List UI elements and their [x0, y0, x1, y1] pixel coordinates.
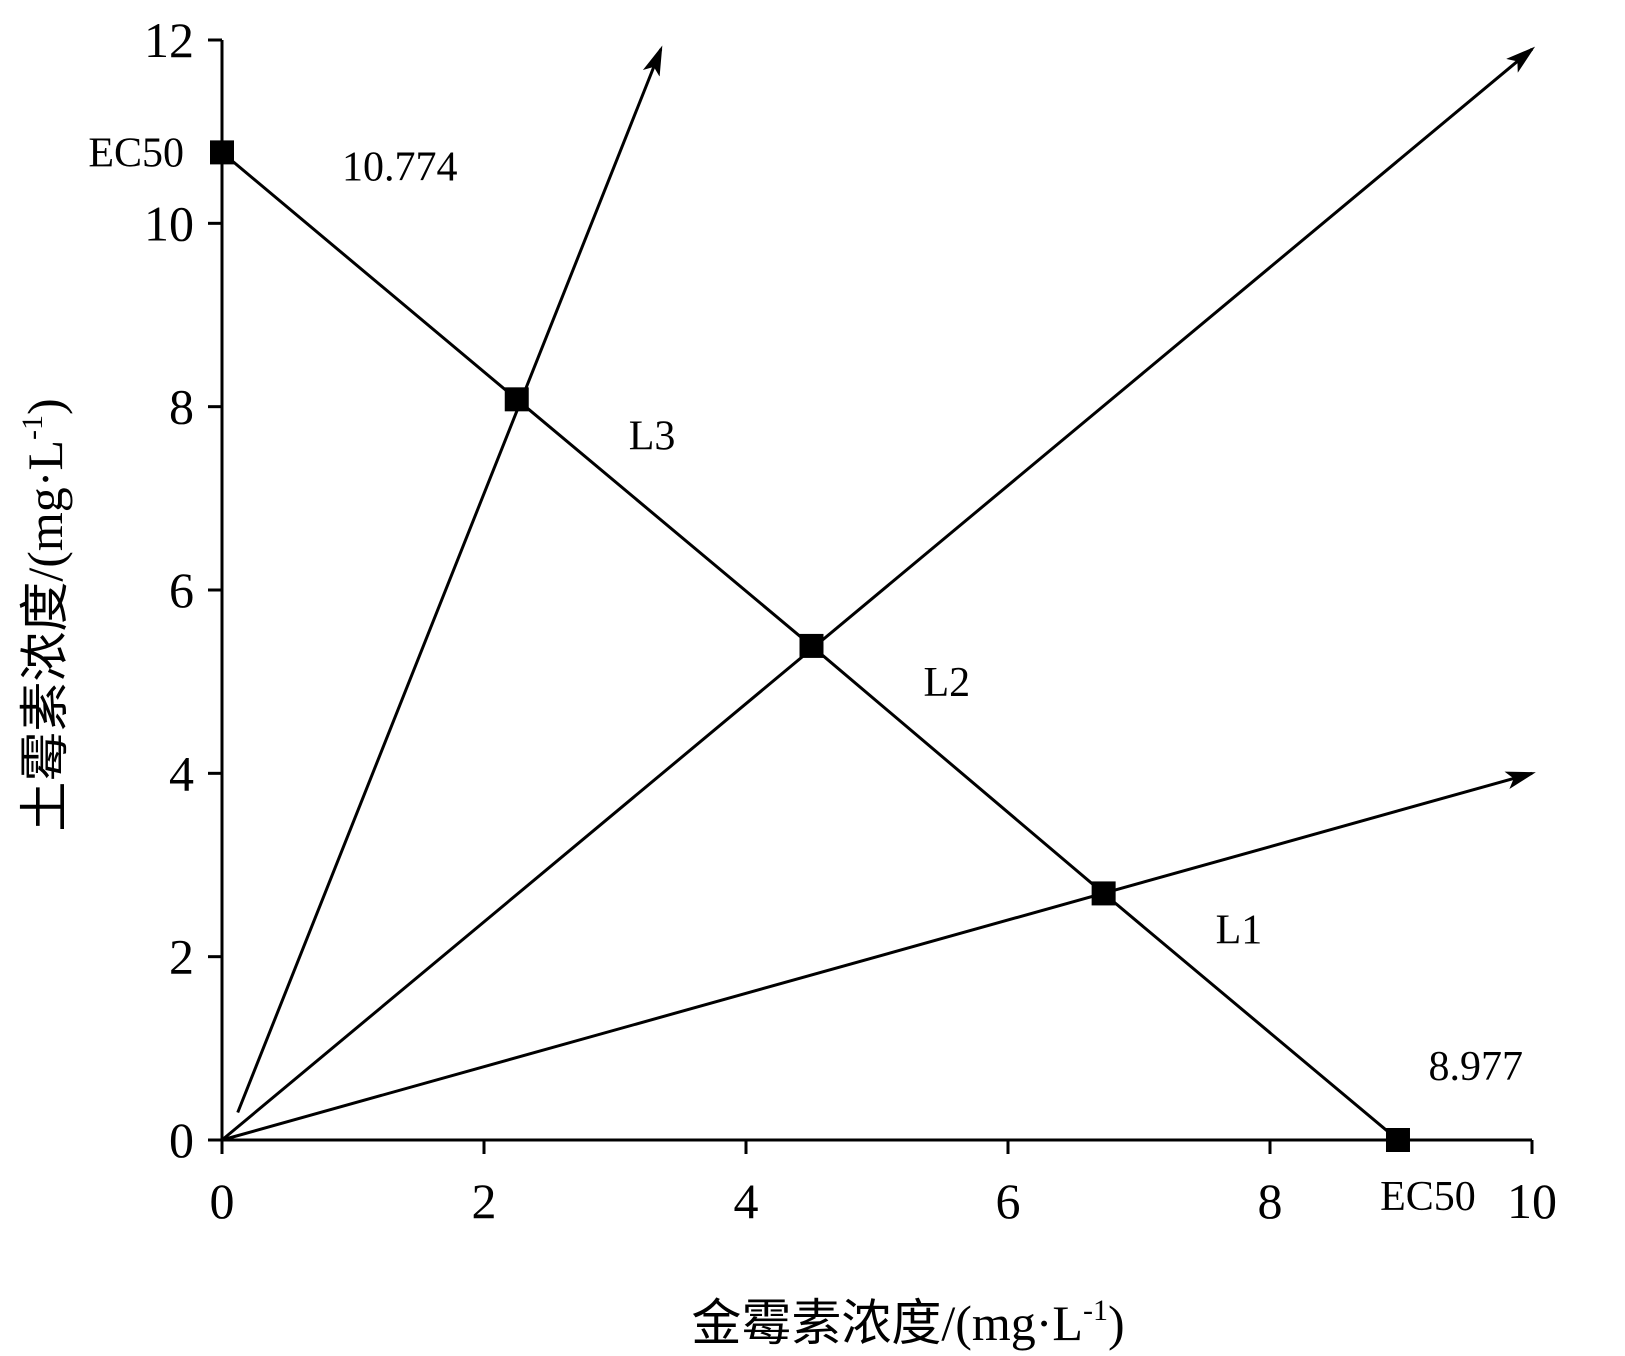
isobole-markers: [210, 140, 1410, 1152]
y-axis-title-text: 土霉素浓度/(mg·L: [17, 440, 73, 832]
isobole-marker: [799, 633, 824, 658]
ray-label-l3: L3: [629, 413, 676, 459]
ec50-label-x: EC50: [1380, 1174, 1476, 1220]
y-axis-title-close: ): [17, 398, 73, 415]
x-tick-label: 6: [996, 1173, 1021, 1229]
ray-l3: [236, 45, 663, 1114]
x-axis-title: 金霉素浓度/(mg·L-1): [691, 1294, 1124, 1351]
x-tick-label: 0: [210, 1173, 235, 1229]
ec50-value-y: 10.774: [342, 144, 458, 190]
y-tick-label: 8: [169, 379, 194, 435]
y-axis-title-sup: -1: [16, 415, 49, 440]
x-axis-title-close: ): [1108, 1295, 1125, 1351]
x-tick-label: 10: [1507, 1173, 1557, 1229]
y-tick-label: 2: [169, 929, 194, 985]
y-axis-ticks: 0 2 4 6 8 10 12: [144, 12, 222, 1168]
y-tick-label: 4: [169, 745, 194, 801]
x-axis-ticks: 0 2 4 6 8 10: [210, 1140, 1557, 1229]
x-tick-label: 8: [1258, 1173, 1283, 1229]
ray-lines: [221, 45, 1536, 1142]
ec50-value-x: 8.977: [1428, 1044, 1523, 1090]
ray-label-l1: L1: [1216, 907, 1263, 953]
isobole-marker: [210, 140, 234, 165]
ray-l2: [221, 46, 1536, 1142]
ray-l1: [221, 771, 1536, 1142]
ray-label-l2: L2: [924, 660, 971, 706]
isobole-marker: [504, 387, 529, 412]
y-tick-label: 6: [169, 562, 194, 618]
isobole-marker: [1385, 1128, 1410, 1152]
x-axis-title-sup: -1: [1083, 1294, 1108, 1327]
ec50-label-y: EC50: [88, 130, 184, 176]
x-tick-label: 4: [734, 1173, 759, 1229]
x-tick-label: 2: [472, 1173, 497, 1229]
y-tick-label: 0: [169, 1112, 194, 1168]
x-axis-title-text: 金霉素浓度/(mg·L: [691, 1295, 1083, 1351]
y-tick-label: 12: [144, 12, 194, 68]
y-tick-label: 10: [144, 195, 194, 251]
annotations: EC50 10.774 EC50 8.977 L1 L2 L3: [88, 130, 1523, 1220]
y-axis-title: 土霉素浓度/(mg·L-1): [16, 398, 73, 831]
isobole-marker: [1091, 881, 1116, 906]
